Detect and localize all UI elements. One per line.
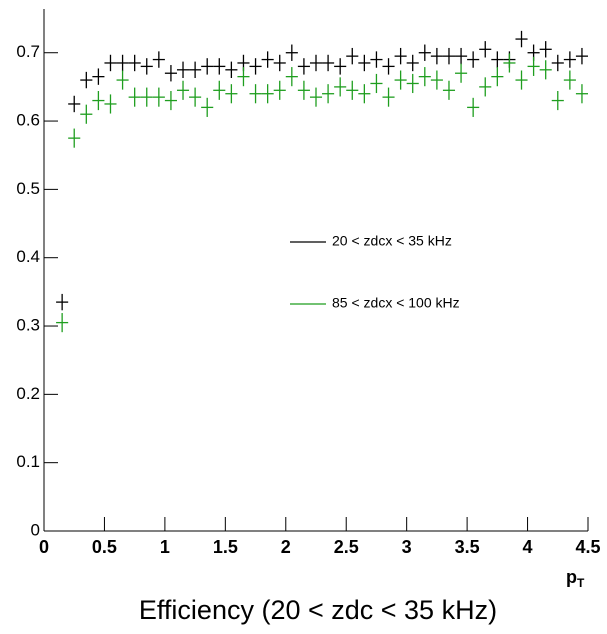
legend-label: 85 < zdcx < 100 kHz <box>332 295 460 311</box>
y-tick-label: 0.2 <box>16 384 40 403</box>
y-tick-label: 0.6 <box>16 111 40 130</box>
y-tick-label: 0.7 <box>16 42 40 61</box>
x-tick-label: 2.5 <box>334 537 359 557</box>
y-tick-label: 0 <box>31 520 40 539</box>
legend-label: 20 < zdcx < 35 kHz <box>332 233 452 249</box>
x-tick-label: 1.5 <box>213 537 238 557</box>
y-tick-label: 0.4 <box>16 247 40 266</box>
y-tick-label: 0.5 <box>16 179 40 198</box>
x-axis-label-sub: T <box>577 576 585 590</box>
x-tick-label: 0.5 <box>92 537 117 557</box>
x-tick-label: 4.5 <box>575 537 600 557</box>
y-tick-label: 0.1 <box>16 452 40 471</box>
x-axis-label-base: p <box>566 567 577 587</box>
x-tick-label: 0 <box>39 537 49 557</box>
x-axis-label: pT <box>566 567 585 590</box>
chart-title: Efficiency (20 < zdc < 35 kHz) <box>139 595 497 625</box>
x-tick-label: 4 <box>523 537 533 557</box>
x-tick-label: 3.5 <box>455 537 480 557</box>
x-tick-label: 1 <box>160 537 170 557</box>
x-tick-label: 2 <box>281 537 291 557</box>
y-tick-label: 0.3 <box>16 316 40 335</box>
x-tick-label: 3 <box>402 537 412 557</box>
